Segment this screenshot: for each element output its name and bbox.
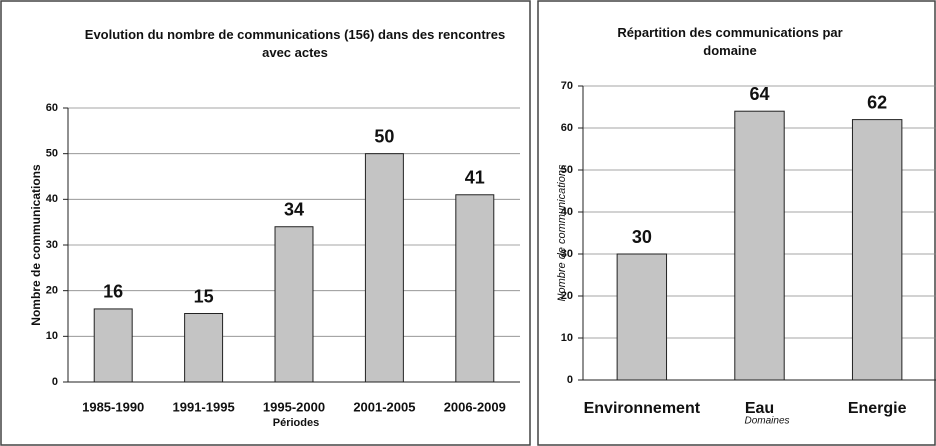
panel <box>0 0 531 446</box>
y-tick-label: 40 <box>561 206 573 218</box>
value-label: 15 <box>194 286 214 306</box>
bar <box>734 110 785 381</box>
x-tick-label: 2001-2005 <box>353 399 415 414</box>
x-tick-label: Eau <box>745 400 774 417</box>
y-tick-label: 70 <box>561 80 573 92</box>
x-tick-label: 1985-1990 <box>82 399 144 414</box>
x-tick-label: Energie <box>848 400 907 417</box>
y-tick-label: 0 <box>567 374 573 386</box>
y-tick-label: 0 <box>52 376 58 388</box>
y-tick-label: 40 <box>46 193 58 205</box>
y-tick-label: 30 <box>46 239 58 251</box>
value-label: 34 <box>284 199 304 219</box>
y-tick-label: 50 <box>46 148 58 160</box>
bar <box>364 153 404 383</box>
bar <box>455 194 495 383</box>
y-tick-label: 10 <box>561 332 573 344</box>
y-axis-label: Nombre de communications <box>29 164 43 326</box>
y-tick-label: 50 <box>561 164 573 176</box>
bar <box>274 226 314 383</box>
y-axis-label: Nombre de communications <box>556 164 568 301</box>
x-axis-label: Domaines <box>744 416 789 427</box>
value-label: 64 <box>749 84 769 104</box>
bar <box>93 308 133 383</box>
x-tick-label: 2006-2009 <box>444 399 506 414</box>
x-tick-label: Environnement <box>584 400 701 417</box>
y-tick-label: 60 <box>561 122 573 134</box>
bar <box>851 119 903 381</box>
value-label: 30 <box>632 227 652 247</box>
y-tick-label: 30 <box>561 248 573 260</box>
bar <box>184 313 224 383</box>
bar <box>616 253 668 381</box>
y-tick-label: 20 <box>561 290 573 302</box>
y-tick-label: 60 <box>46 102 58 114</box>
chart-title: Répartition des communications par domai… <box>617 25 843 58</box>
x-tick-label: 1995-2000 <box>263 399 325 414</box>
y-tick-label: 20 <box>46 285 58 297</box>
value-label: 16 <box>103 282 123 302</box>
value-label: 41 <box>465 168 485 188</box>
value-label: 62 <box>867 92 887 112</box>
y-tick-label: 10 <box>46 330 58 342</box>
chart-title: Evolution du nombre de communications (1… <box>84 27 506 60</box>
x-axis-label: Périodes <box>273 417 319 429</box>
value-label: 50 <box>374 126 394 146</box>
x-tick-label: 1991-1995 <box>173 399 235 414</box>
